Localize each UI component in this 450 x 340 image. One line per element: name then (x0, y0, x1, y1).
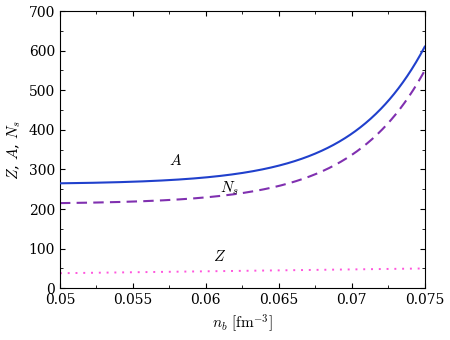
X-axis label: $n_b\ [\mathrm{fm}^{-3}]$: $n_b\ [\mathrm{fm}^{-3}]$ (212, 313, 273, 335)
Text: $N_s$: $N_s$ (220, 179, 239, 197)
Text: $A$: $A$ (169, 153, 182, 169)
Y-axis label: $Z$, $A$, $N_s$: $Z$, $A$, $N_s$ (5, 120, 23, 180)
Text: $Z$: $Z$ (213, 249, 226, 264)
